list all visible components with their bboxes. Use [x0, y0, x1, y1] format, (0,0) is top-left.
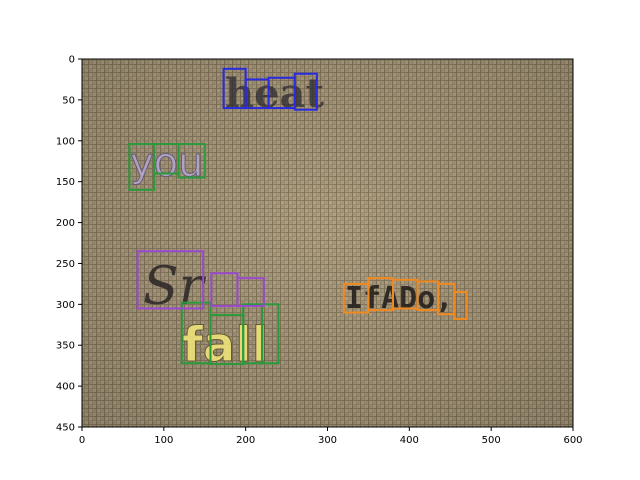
y-tick-label: 100 — [56, 136, 75, 147]
x-tick-label: 500 — [482, 435, 501, 446]
texture-shading — [82, 59, 573, 427]
x-tick-label: 600 — [563, 435, 582, 446]
y-tick-label: 200 — [56, 218, 75, 229]
x-tick-label: 200 — [236, 435, 255, 446]
y-tick-label: 0 — [69, 55, 75, 66]
char-box-w3-c0 — [136, 250, 205, 310]
glyph-you: you — [130, 140, 204, 186]
glyph-script: Sr — [143, 257, 207, 317]
char-box-w1-c2 — [177, 143, 206, 179]
char-box-w2-c3 — [261, 303, 280, 365]
image-area: heat you Sr fall IfADo, — [82, 59, 573, 427]
char-box-w4-c5 — [453, 291, 468, 321]
x-tick-label: 100 — [154, 435, 173, 446]
axes: 0 100 200 300 400 500 600 0 50 100 150 200 250 300 350… — [56, 55, 583, 447]
y-tick-label: 350 — [56, 341, 75, 352]
x-tick-label: 400 — [400, 435, 419, 446]
annotation-boxes — [128, 67, 468, 366]
x-tick-label: 300 — [318, 435, 337, 446]
char-box-w0-c3 — [293, 72, 318, 111]
y-tick-label: 300 — [56, 300, 75, 311]
char-box-w3-c2 — [236, 277, 265, 307]
y-tick-label: 250 — [56, 259, 75, 270]
y-tick-label: 400 — [56, 382, 75, 393]
x-tick-label: 0 — [79, 435, 85, 446]
y-tick-label: 150 — [56, 177, 75, 188]
printed-letters: heat you Sr fall IfADo, — [130, 70, 454, 374]
y-tick-label: 450 — [56, 423, 75, 434]
y-tick-label: 50 — [62, 95, 75, 106]
